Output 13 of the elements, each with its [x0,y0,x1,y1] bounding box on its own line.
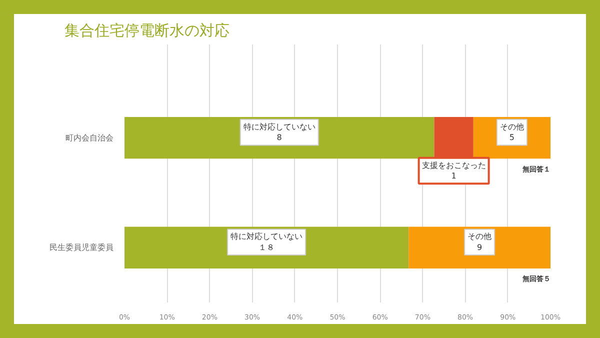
chart-title: 集合住宅停電断水の対応 [64,22,230,40]
text: その他 [500,122,524,132]
y-tick-label: 町内会自治会 [66,133,114,142]
annotation: 8 [276,133,282,142]
annotation: 1 [451,172,456,181]
series-label: 支援をおこなった [422,160,486,170]
series-label: 特に対応していない [230,232,303,242]
annotation: 9 [477,243,482,252]
annotation: １８ [258,243,275,252]
y-tick-label: 民生委員児童委員 [50,243,114,252]
text: 特に対応していない [243,122,316,132]
annotation: 5 [509,133,514,142]
series-label: その他 [468,232,492,242]
